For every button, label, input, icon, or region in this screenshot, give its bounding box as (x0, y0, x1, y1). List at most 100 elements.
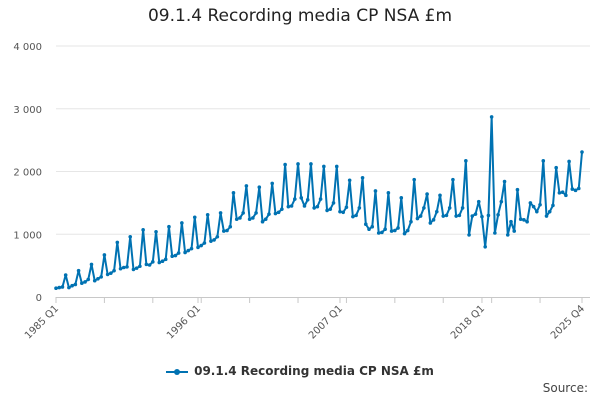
data-point (57, 285, 62, 290)
data-point (267, 212, 271, 216)
x-tick-label: 2025 Q4 (549, 303, 587, 341)
y-tick-label: 2 000 (13, 168, 42, 179)
data-point (102, 253, 107, 257)
chart-title: 09.1.4 Recording media CP NSA £m (147, 6, 453, 26)
data-point (257, 185, 262, 189)
data-point (99, 275, 103, 279)
data-point (322, 164, 326, 169)
data-point (457, 213, 462, 218)
data-point (283, 162, 287, 167)
data-point (70, 283, 74, 288)
data-point (189, 246, 194, 251)
data-point (231, 191, 236, 195)
data-point (454, 214, 458, 218)
data-point (544, 214, 549, 218)
data-point (486, 213, 491, 218)
data-point (347, 178, 352, 183)
data-point (370, 224, 375, 229)
data-point (154, 229, 158, 234)
data-point (125, 265, 129, 269)
data-point (386, 191, 391, 195)
data-point (460, 206, 465, 210)
data-point (147, 263, 152, 267)
data-point (476, 199, 481, 204)
data-point (212, 238, 216, 242)
data-point (376, 231, 381, 235)
data-point (496, 213, 500, 217)
data-point (573, 188, 578, 193)
data-point (167, 224, 171, 229)
data-point (567, 159, 571, 164)
data-point (215, 234, 220, 239)
x-tick-labels: 1985 Q1 1996 Q1 2007 Q1 2018 Q1 2025 Q4 (23, 303, 587, 341)
data-point (518, 217, 523, 221)
data-point (199, 243, 204, 248)
source-label: Source: (542, 381, 588, 395)
data-point (302, 204, 307, 208)
data-point (525, 219, 529, 224)
x-tick-label: 2007 Q1 (307, 303, 345, 341)
data-point (464, 159, 468, 163)
data-point (344, 205, 349, 210)
data-point (551, 203, 555, 208)
data-point (509, 219, 513, 224)
data-point (576, 186, 581, 191)
data-point (305, 197, 310, 202)
data-point (315, 204, 320, 209)
data-point (76, 268, 81, 273)
data-point (538, 202, 542, 207)
data-point (296, 162, 300, 166)
data-point (428, 221, 433, 225)
data-point (270, 181, 275, 186)
data-point (425, 192, 429, 196)
data-point (222, 229, 226, 233)
data-point (535, 209, 539, 214)
data-point (96, 277, 100, 281)
y-tick-label: 0 (36, 293, 42, 304)
data-point (541, 159, 546, 163)
data-point (183, 250, 187, 255)
legend-label: 09.1.4 Recording media CP NSA £m (194, 364, 434, 378)
data-point (493, 231, 497, 235)
data-point (260, 219, 265, 224)
data-point (354, 213, 358, 218)
data-point (393, 228, 397, 233)
data-point (118, 266, 123, 271)
data-point (286, 204, 291, 209)
data-point (399, 196, 404, 200)
data-point (151, 260, 155, 264)
y-tick-label: 3 000 (13, 105, 42, 116)
data-point (431, 218, 436, 222)
data-point (512, 229, 517, 233)
data-point (412, 177, 417, 182)
data-point (531, 204, 536, 209)
data-point (299, 196, 304, 200)
grid-lines (56, 45, 590, 235)
data-point (228, 224, 233, 229)
data-point (422, 206, 426, 210)
data-point (383, 227, 387, 232)
data-point (560, 190, 565, 195)
data-point (470, 214, 475, 218)
data-point (92, 278, 97, 283)
x-tick-label: 2018 Q1 (449, 303, 487, 341)
data-point (438, 193, 442, 198)
data-point (480, 214, 484, 219)
legend[interactable]: 09.1.4 Recording media CP NSA £m (0, 364, 600, 378)
data-point (357, 206, 362, 210)
data-point (318, 197, 323, 201)
x-axis (55, 297, 590, 303)
data-point (280, 207, 284, 211)
x-tick-label: 1985 Q1 (23, 303, 61, 341)
legend-line-marker-icon (166, 367, 189, 377)
data-point (418, 214, 423, 218)
data-point (363, 222, 368, 227)
data-point (276, 210, 281, 215)
data-point (234, 217, 239, 221)
data-point (263, 217, 268, 221)
data-point (396, 226, 400, 230)
data-point (176, 251, 181, 255)
data-point (554, 165, 558, 170)
data-point (247, 217, 252, 221)
